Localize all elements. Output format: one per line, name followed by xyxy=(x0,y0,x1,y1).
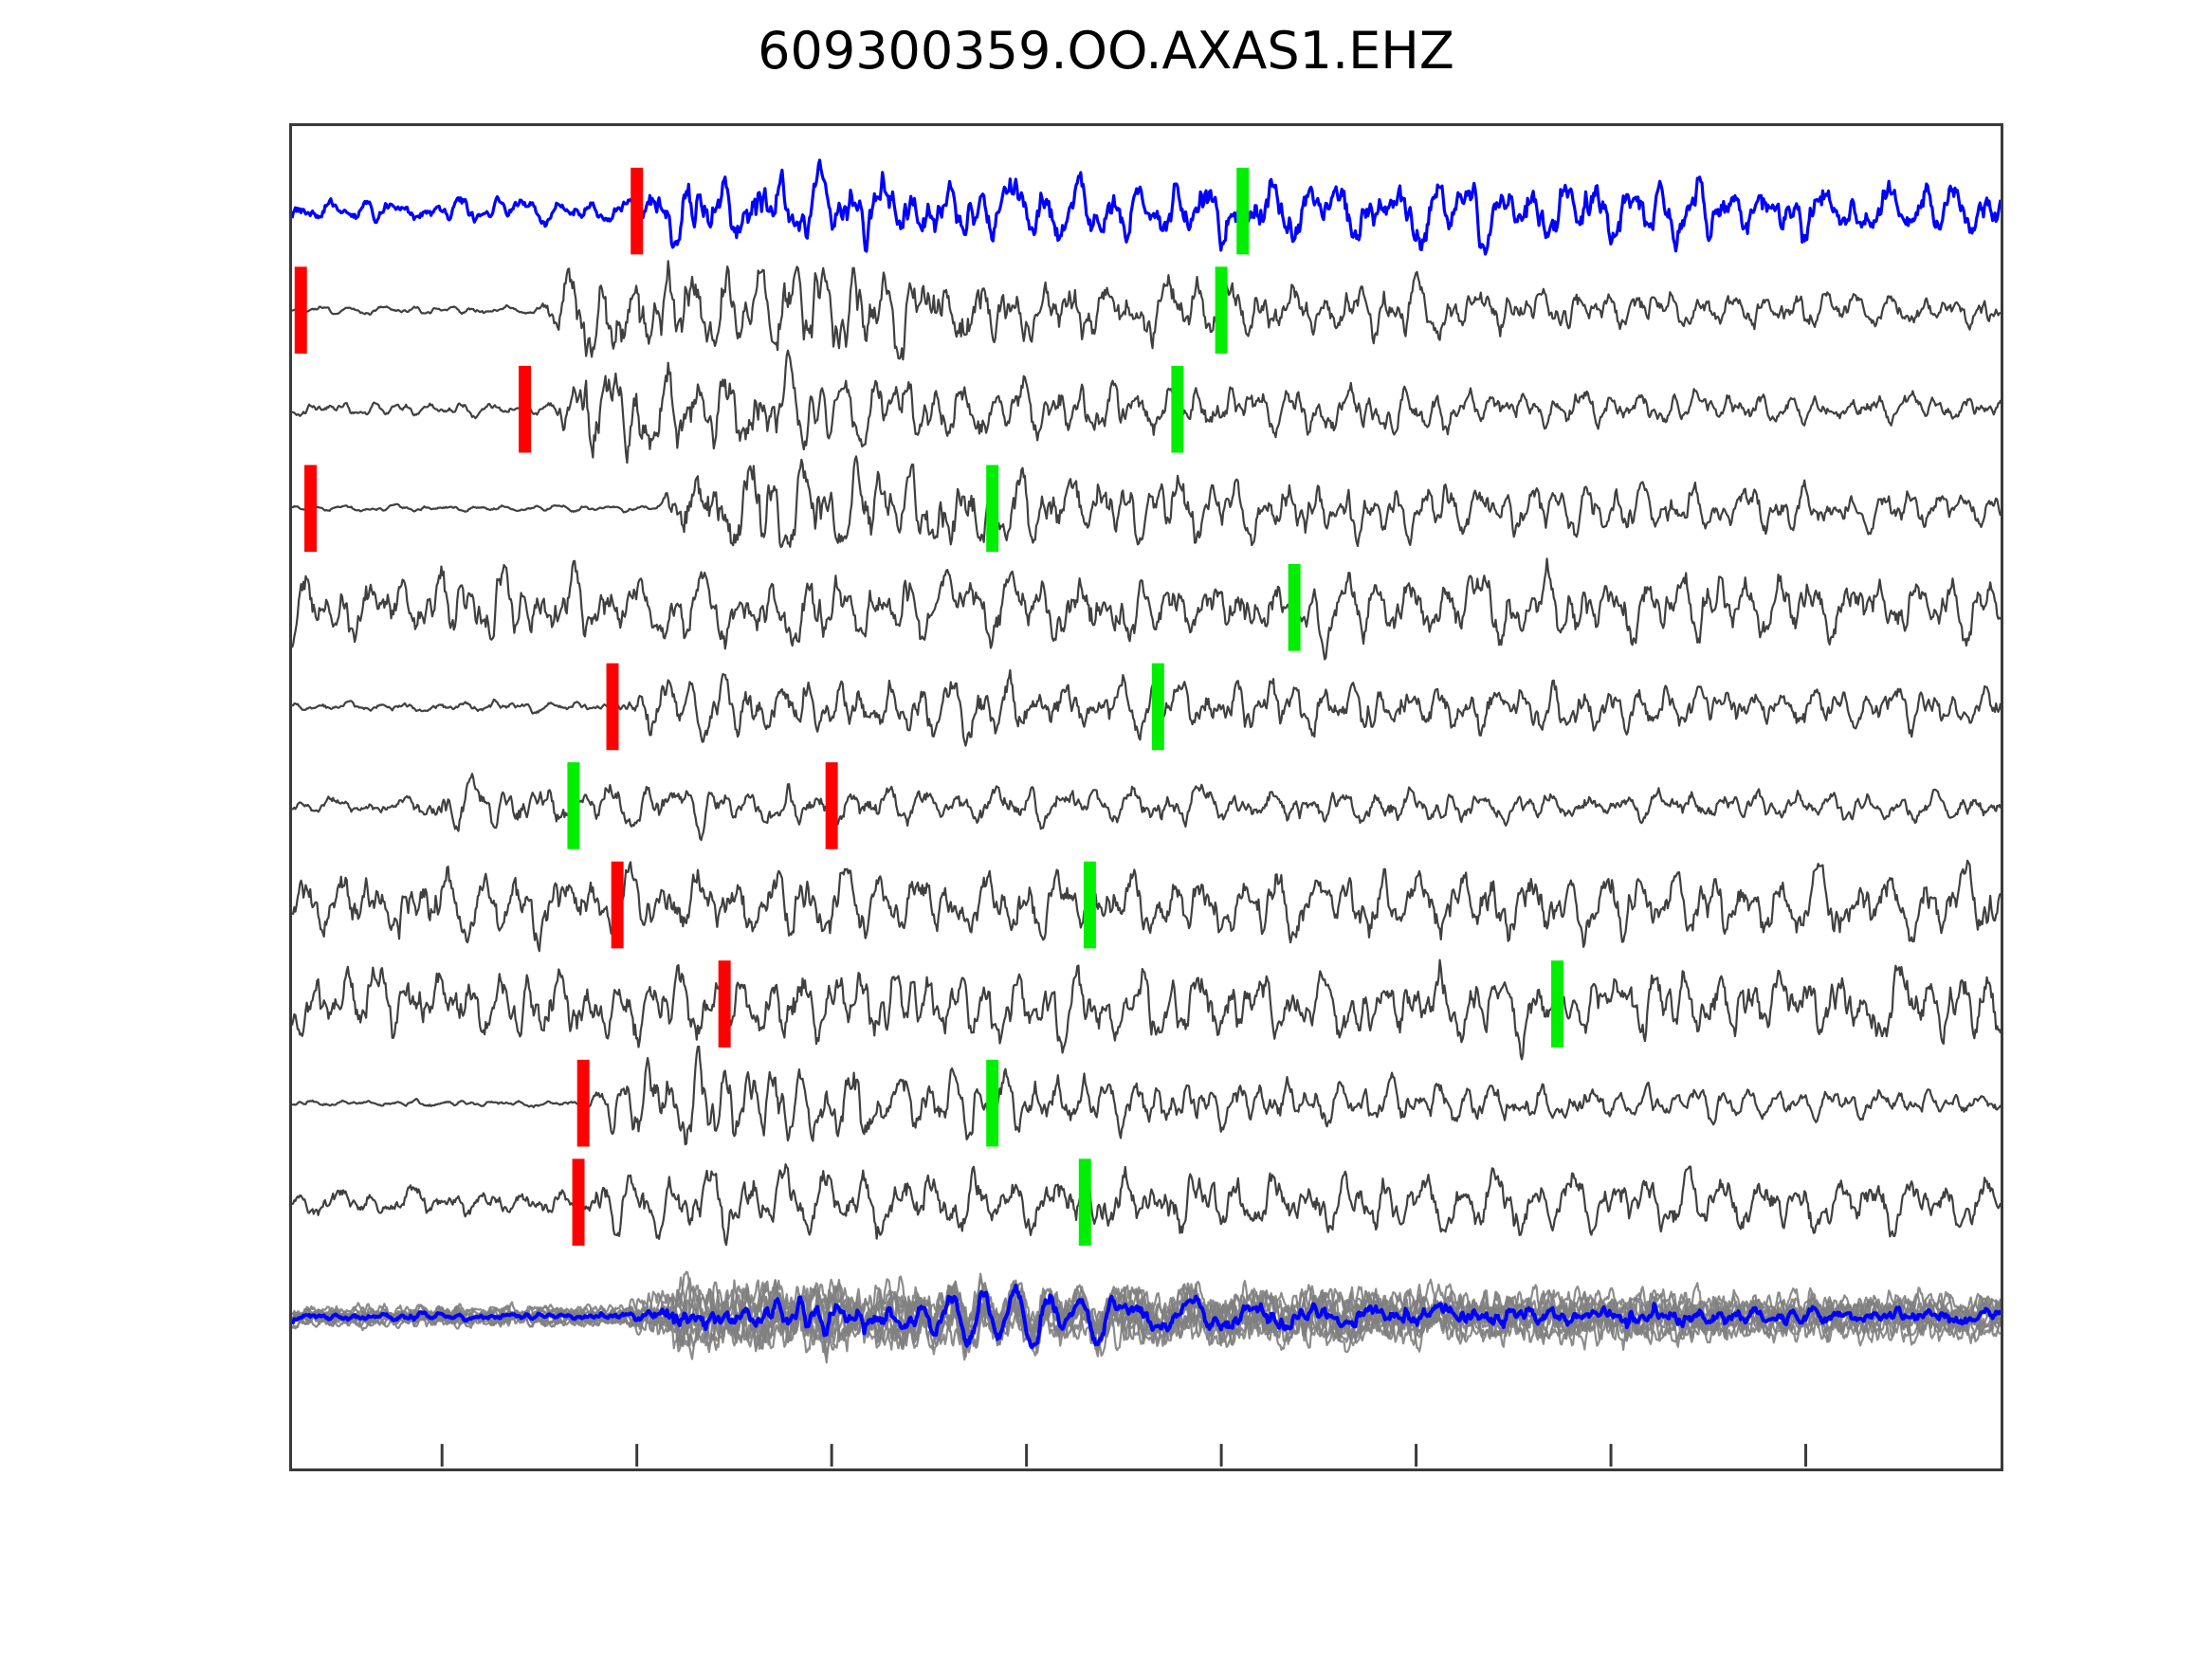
waveform-trace xyxy=(292,668,2001,747)
page-title: 609300359.OO.AXAS1.EHZ xyxy=(758,21,1454,81)
waveform-trace xyxy=(292,1163,2001,1247)
waveform-trace xyxy=(292,260,2001,361)
stack-member-trace xyxy=(292,1275,2001,1364)
waveform-trace xyxy=(292,859,2001,953)
stack-mean-trace xyxy=(292,1284,2001,1350)
waveform-canvas xyxy=(292,158,2001,1468)
waveform-trace xyxy=(292,1045,2001,1146)
waveform-trace xyxy=(292,958,2001,1061)
plot-area xyxy=(289,123,2003,1471)
waveform-trace xyxy=(292,773,2001,842)
waveform-trace xyxy=(292,158,2001,256)
waveform-trace xyxy=(292,455,2001,549)
waveform-trace xyxy=(292,557,2001,661)
waveform-trace xyxy=(292,349,2001,465)
